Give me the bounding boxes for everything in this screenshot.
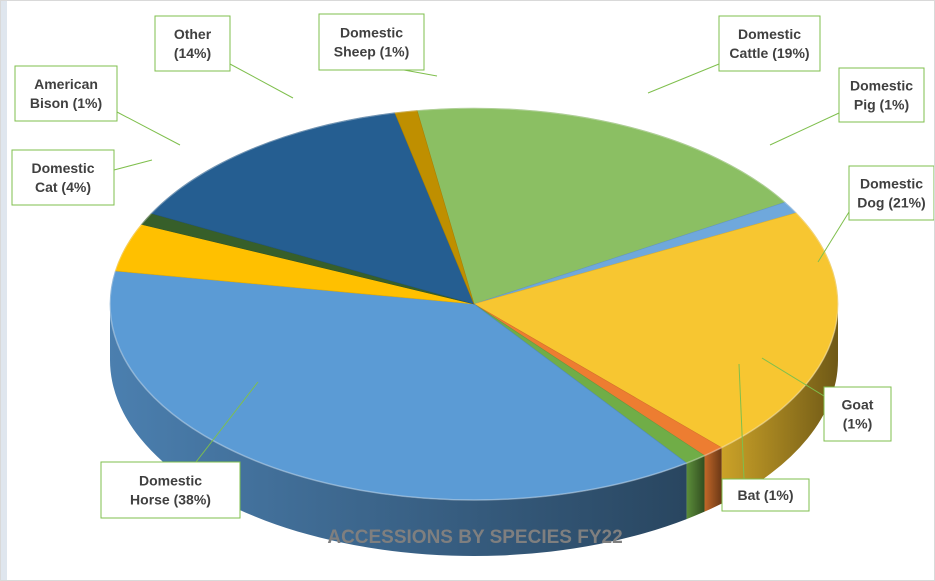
- label-box-bison: [14, 65, 118, 122]
- data-label-bison-line-2: Bison (1%): [30, 95, 102, 111]
- pie-top-layer: [109, 107, 839, 501]
- data-label-sheep-line-1: Domestic: [340, 25, 403, 41]
- label-box-cattle: [718, 15, 821, 72]
- left-panel-edge: [0, 0, 7, 581]
- pie-slice-other: [150, 112, 475, 305]
- label-box-dog: [848, 165, 935, 221]
- leader-line-horse: [195, 381, 259, 463]
- pie-side-layer: [110, 304, 839, 557]
- leader-line-other: [229, 63, 294, 99]
- label-box-goat: [823, 386, 892, 442]
- data-label-goat-line-2: (1%): [843, 416, 873, 432]
- data-label-dog-line-1: Domestic: [860, 176, 923, 192]
- leader-line-cat: [113, 159, 153, 171]
- data-label-pig-line-2: Pig (1%): [854, 97, 909, 113]
- label-box-horse: [100, 461, 241, 519]
- pie-side-horse: [110, 304, 687, 557]
- data-label-cat-line-2: Cat (4%): [35, 179, 91, 195]
- data-label-bat-line-1: Bat (1%): [737, 487, 793, 503]
- data-label-sheep-line-2: Sheep (1%): [334, 44, 409, 60]
- leader-lines: [113, 63, 850, 480]
- pie-rim-highlight: [109, 107, 839, 501]
- data-label-goat-line-1: Goat: [842, 397, 874, 413]
- data-label-horse-line-1: Domestic: [139, 473, 202, 489]
- leader-line-bison: [116, 111, 181, 146]
- pie-slice-dog: [473, 212, 839, 449]
- data-label-other-line-1: Other: [174, 26, 212, 42]
- data-label-horse-line-2: Horse (38%): [130, 492, 211, 508]
- label-box-bat: [721, 478, 810, 512]
- chart-title: ACCESSIONS BY SPECIES FY22: [327, 527, 622, 548]
- data-label-cattle-line-2: Cattle (19%): [729, 45, 809, 61]
- data-label-cat-line-1: Domestic: [31, 160, 94, 176]
- label-box-cat: [11, 149, 115, 206]
- leader-line-sheep: [403, 69, 438, 77]
- label-box-sheep: [318, 13, 425, 71]
- data-label-bison-line-1: American: [34, 76, 98, 92]
- leader-line-pig: [769, 112, 840, 146]
- pie-side-dog: [721, 304, 839, 504]
- leader-line-cattle: [647, 63, 720, 94]
- leader-line-bat: [738, 363, 745, 480]
- label-box-pig: [838, 67, 925, 123]
- data-label-pig-line-1: Domestic: [850, 78, 913, 94]
- data-label-cattle-line-1: Domestic: [738, 26, 801, 42]
- label-box-other: [154, 15, 231, 72]
- leader-line-goat: [761, 357, 825, 397]
- pie-slice-horse: [109, 270, 688, 501]
- data-label-other-line-2: (14%): [174, 45, 211, 61]
- pie-slice-sheep: [394, 110, 475, 305]
- pie-slice-cattle: [416, 107, 786, 305]
- pie-side-goat: [704, 447, 722, 512]
- leader-line-dog: [817, 211, 850, 263]
- pie-side-bat: [686, 455, 705, 520]
- data-labels: Domestic Cattle (19%) Domestic Pig (1%) Dome…: [11, 13, 935, 519]
- data-label-dog-line-2: Dog (21%): [857, 195, 925, 211]
